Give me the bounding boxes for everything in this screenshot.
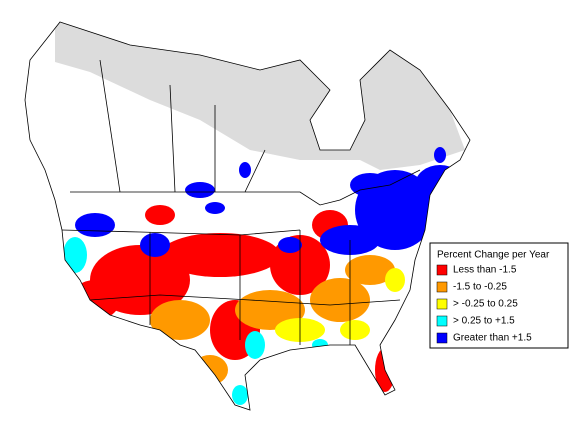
trend-area (205, 202, 225, 214)
trend-area (345, 255, 395, 285)
legend-swatch (436, 315, 448, 327)
legend-label: Less than -1.5 (453, 265, 517, 276)
legend-label: -1.5 to -0.25 (453, 282, 507, 293)
legend-label: Greater than +1.5 (453, 333, 532, 344)
trend-area (232, 385, 248, 405)
legend-box (429, 242, 569, 349)
trend-area (239, 162, 251, 178)
legend: Percent Change per Year Less than -1.5 -1… (429, 242, 569, 349)
trend-area (185, 182, 215, 198)
trend-area (245, 331, 265, 359)
legend-swatch (436, 281, 448, 293)
trend-area (145, 205, 175, 225)
trend-area (150, 300, 210, 340)
trend-area (350, 173, 390, 197)
trend-area (192, 355, 228, 385)
trend-area (310, 278, 370, 322)
legend-label: > -0.25 to 0.25 (453, 299, 518, 310)
borders (24, 21, 471, 411)
trend-area (340, 320, 370, 340)
trend-area (385, 268, 405, 292)
trend-area (415, 165, 465, 205)
legend-swatch (436, 332, 448, 344)
legend-label: > 0.25 to +1.5 (453, 316, 515, 327)
legend-swatch (436, 298, 448, 310)
trend-area (312, 339, 328, 351)
trend-area (140, 233, 170, 257)
legend-swatch (436, 264, 448, 276)
trend-area (278, 237, 302, 253)
trend-area (75, 213, 115, 237)
trend-area (63, 237, 87, 273)
trend-area (160, 233, 280, 277)
trend-area (434, 147, 446, 163)
legend-title: Percent Change per Year (437, 250, 550, 261)
